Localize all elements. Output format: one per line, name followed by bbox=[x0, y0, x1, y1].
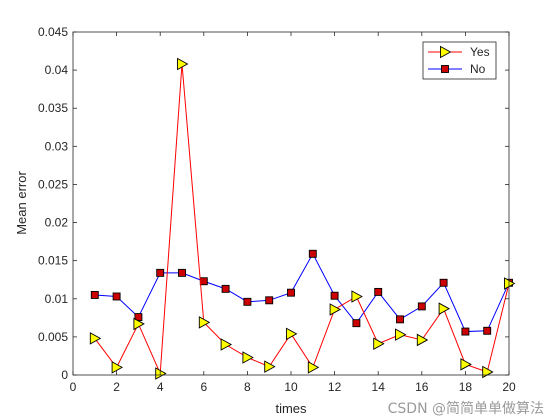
y-tick-label: 0.025 bbox=[38, 177, 68, 191]
data-point-yes bbox=[89, 332, 102, 345]
data-point-no bbox=[417, 302, 426, 311]
data-point-no bbox=[221, 284, 230, 293]
data-point-no bbox=[112, 292, 121, 301]
x-tick-label: 16 bbox=[415, 380, 429, 394]
series-no bbox=[90, 249, 513, 336]
legend-entry-yes: Yes bbox=[428, 45, 490, 59]
x-tick-label: 20 bbox=[502, 380, 516, 394]
data-point-no bbox=[199, 277, 208, 286]
data-point-yes bbox=[155, 367, 167, 380]
data-point-no bbox=[243, 297, 252, 306]
data-point-no bbox=[287, 288, 295, 297]
data-point-no bbox=[308, 249, 317, 258]
data-point-yes bbox=[177, 57, 189, 71]
y-tick-label: 0.035 bbox=[38, 101, 68, 115]
y-tick-label: 0.045 bbox=[38, 25, 68, 39]
watermark-text: CSDN @简简单单做算法 bbox=[387, 401, 544, 417]
series-yes bbox=[89, 57, 516, 380]
data-point-yes bbox=[504, 277, 516, 290]
legend-entry-no: No bbox=[428, 62, 486, 76]
x-tick-label: 0 bbox=[70, 380, 77, 394]
data-point-yes bbox=[416, 333, 429, 347]
data-point-yes bbox=[220, 338, 233, 351]
data-point-yes bbox=[286, 327, 298, 341]
x-tick-label: 2 bbox=[113, 380, 120, 394]
y-tick-label: 0.005 bbox=[38, 330, 68, 344]
data-point-no bbox=[439, 278, 448, 287]
y-axis-label: Mean error bbox=[14, 171, 29, 235]
y-tick-label: 0.04 bbox=[45, 63, 69, 77]
data-point-no bbox=[396, 315, 404, 324]
data-point-yes bbox=[242, 351, 254, 364]
plot-area bbox=[73, 32, 509, 375]
x-tick-label: 4 bbox=[157, 380, 164, 394]
data-point-yes bbox=[438, 302, 451, 315]
data-point-yes bbox=[111, 361, 124, 374]
data-point-yes bbox=[395, 328, 407, 341]
x-tick-label: 8 bbox=[244, 380, 251, 394]
data-point-yes bbox=[460, 358, 472, 371]
y-tick-label: 0 bbox=[61, 368, 68, 382]
data-point-yes bbox=[351, 290, 363, 303]
y-tick-label: 0.015 bbox=[38, 254, 68, 268]
data-point-yes bbox=[133, 317, 145, 331]
data-point-no bbox=[330, 291, 339, 300]
data-point-no bbox=[156, 268, 165, 277]
x-tick-label: 6 bbox=[200, 380, 207, 394]
data-point-yes bbox=[198, 316, 211, 329]
x-tick-label: 10 bbox=[284, 380, 298, 394]
legend: Yes No bbox=[422, 41, 497, 80]
data-point-yes bbox=[307, 361, 320, 374]
axes-layer: 0 2 4 6 8 10 12 14 16 18 20 0 0.005 0.01 0.015 0.02 0.02… bbox=[38, 25, 516, 394]
data-point-no bbox=[90, 291, 99, 299]
y-tick-label: 0.01 bbox=[45, 292, 69, 306]
data-point-no bbox=[461, 327, 470, 336]
data-point-no bbox=[483, 326, 492, 335]
x-tick-label: 18 bbox=[459, 380, 473, 394]
legend-box bbox=[422, 41, 497, 80]
x-tick-label: 12 bbox=[328, 380, 342, 394]
data-point-yes bbox=[329, 303, 342, 316]
x-tick-label: 14 bbox=[372, 380, 386, 394]
data-point-no bbox=[265, 296, 274, 305]
legend-marker bbox=[441, 65, 449, 73]
legend-label: Yes bbox=[470, 45, 490, 59]
data-point-no bbox=[352, 319, 361, 328]
y-tick-label: 0.02 bbox=[45, 216, 69, 230]
legend-label: No bbox=[470, 62, 486, 76]
series-layer bbox=[89, 57, 516, 380]
x-axis-label: times bbox=[275, 401, 307, 416]
data-point-yes bbox=[373, 337, 385, 351]
y-tick-label: 0.03 bbox=[45, 139, 69, 153]
data-point-yes bbox=[264, 360, 276, 373]
data-point-no bbox=[178, 268, 186, 277]
data-point-no bbox=[374, 287, 383, 296]
legend-marker bbox=[440, 45, 452, 59]
